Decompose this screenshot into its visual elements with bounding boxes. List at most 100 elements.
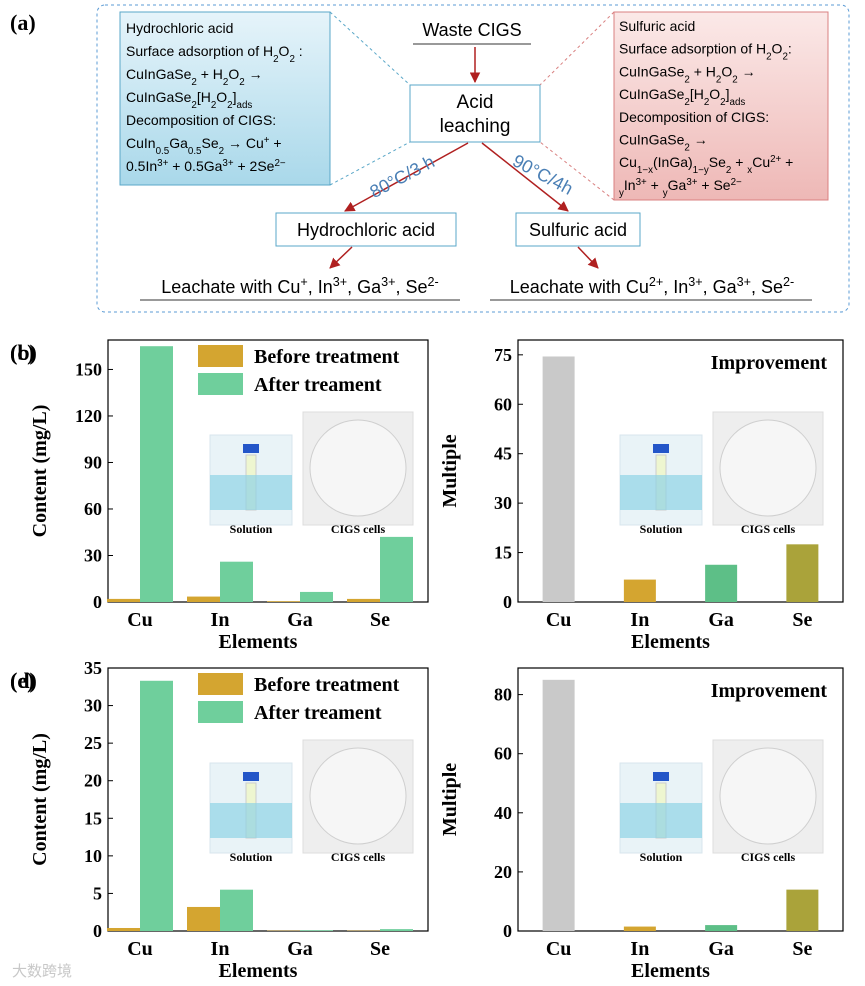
y-tick-label: 60 <box>84 499 102 519</box>
text-super: 3+ <box>688 275 702 289</box>
condition: 80°C/3 h <box>366 151 437 202</box>
y-tick-label: 10 <box>84 846 102 866</box>
annotation: Improvement <box>711 680 828 702</box>
plot-frame <box>517 667 844 932</box>
text-run: O <box>279 43 290 59</box>
bar <box>140 346 173 602</box>
x-tick-label: Cu <box>546 938 572 960</box>
text-sub: ads <box>237 100 253 111</box>
text-run: Decomposition of CIGS: <box>126 112 276 128</box>
y-tick-label: 60 <box>494 744 512 764</box>
text-run: [H <box>690 86 704 102</box>
text-run: O <box>721 63 732 79</box>
box-line: CuInGaSe2 → <box>619 132 708 154</box>
legend-swatch <box>198 345 243 367</box>
text-sub: 2 <box>782 51 787 62</box>
text-run: , Se <box>751 277 783 297</box>
inset-label: CIGS cells <box>741 850 796 864</box>
panel-frame <box>96 4 850 313</box>
text-sub: y <box>619 187 624 198</box>
legend-swatch <box>198 673 243 695</box>
y-tick-label: 15 <box>494 543 512 563</box>
x-tick-label: In <box>630 609 649 631</box>
inset-cap <box>653 772 669 781</box>
text-sub: 2 <box>720 97 725 108</box>
legend-swatch <box>198 701 243 723</box>
text-run: ] <box>726 86 730 102</box>
box-line: Decomposition of CIGS: <box>126 112 276 128</box>
text-super: 2− <box>731 176 742 187</box>
box-line: CuInGaSe2[H2O2]ads <box>126 89 252 111</box>
text-run: Cu <box>752 154 770 170</box>
x-tick-label: In <box>211 609 230 631</box>
bar <box>542 356 575 602</box>
bar <box>705 925 738 931</box>
text-run: → <box>738 63 756 79</box>
text-super: 3+ <box>222 158 233 169</box>
text-sub: 2 <box>191 77 196 88</box>
text-sub: 2 <box>732 74 737 85</box>
y-tick-label: 20 <box>84 771 102 791</box>
y-tick-label: 75 <box>494 345 512 365</box>
legend-label: Before treatment <box>254 346 400 368</box>
box-line: CuInGaSe2 + H2O2 → <box>619 63 756 85</box>
process-text: leaching <box>440 116 511 137</box>
y-tick-label: 5 <box>93 883 102 903</box>
text-run: O <box>709 86 720 102</box>
bar <box>623 579 656 602</box>
bar <box>187 596 220 602</box>
text-super: 3+ <box>737 275 751 289</box>
bar <box>786 544 819 602</box>
x-tick-label: Ga <box>287 609 313 631</box>
text-sub: 2 <box>211 100 216 111</box>
acid-text: Sulfuric acid <box>529 220 627 240</box>
text-run: , Ga <box>703 277 738 297</box>
y-tick-label: 30 <box>84 696 102 716</box>
text-sub: 2 <box>684 97 689 108</box>
x-tick-label: Cu <box>546 609 572 631</box>
box-line: Decomposition of CIGS: <box>619 109 769 125</box>
text-run: + 0.5Ga <box>168 158 222 174</box>
y-axis-title: Multiple <box>439 434 461 507</box>
y-axis-title: Content (mg/L) <box>29 405 51 538</box>
text-run: CuInGaSe <box>619 132 685 148</box>
text-sub: 2 <box>219 146 224 157</box>
text-sub: 0.5 <box>156 146 170 157</box>
y-tick-label: 0 <box>93 592 102 612</box>
text-run: , In <box>663 277 688 297</box>
text-run: [H <box>197 89 211 105</box>
text-run: → Cu <box>224 135 264 151</box>
y-tick-label: 150 <box>75 359 102 379</box>
y-tick-label: 20 <box>494 862 512 882</box>
result-text: Leachate with Cu2+, In3+, Ga3+, Se2- <box>510 275 794 297</box>
text-run: + H <box>197 66 223 82</box>
text-sub: 2 <box>766 51 771 62</box>
inset-label: Solution <box>640 522 683 536</box>
inset-rack <box>620 803 702 838</box>
right-box <box>613 11 829 201</box>
y-axis-title: Multiple <box>439 763 461 836</box>
inset-rack <box>210 803 292 838</box>
box-line: CuInGaSe2[H2O2]ads <box>619 86 745 108</box>
x-axis-title: Elements <box>631 631 710 653</box>
text-sub: 2 <box>239 77 244 88</box>
text-sub: 2 <box>191 100 196 111</box>
bar <box>107 598 140 602</box>
text-sub: 2 <box>716 74 721 85</box>
panel-label: (e) <box>10 668 34 693</box>
inset-dish <box>309 419 407 517</box>
text-run: Surface adsorption of H <box>126 43 273 59</box>
text-run: Surface adsorption of H <box>619 41 766 57</box>
text-run: + <box>270 135 282 151</box>
legend-label: Before treatment <box>254 674 400 696</box>
y-tick-label: 0 <box>503 592 512 612</box>
y-tick-label: 30 <box>84 545 102 565</box>
x-tick-label: Ga <box>708 609 734 631</box>
bar <box>300 591 333 602</box>
text-run: Decomposition of CIGS: <box>619 109 769 125</box>
text-sub: 2 <box>289 54 294 65</box>
text-run: + <box>647 177 663 193</box>
legend-swatch <box>198 373 243 395</box>
text-sub: 2 <box>223 77 228 88</box>
x-tick-label: Cu <box>127 609 153 631</box>
